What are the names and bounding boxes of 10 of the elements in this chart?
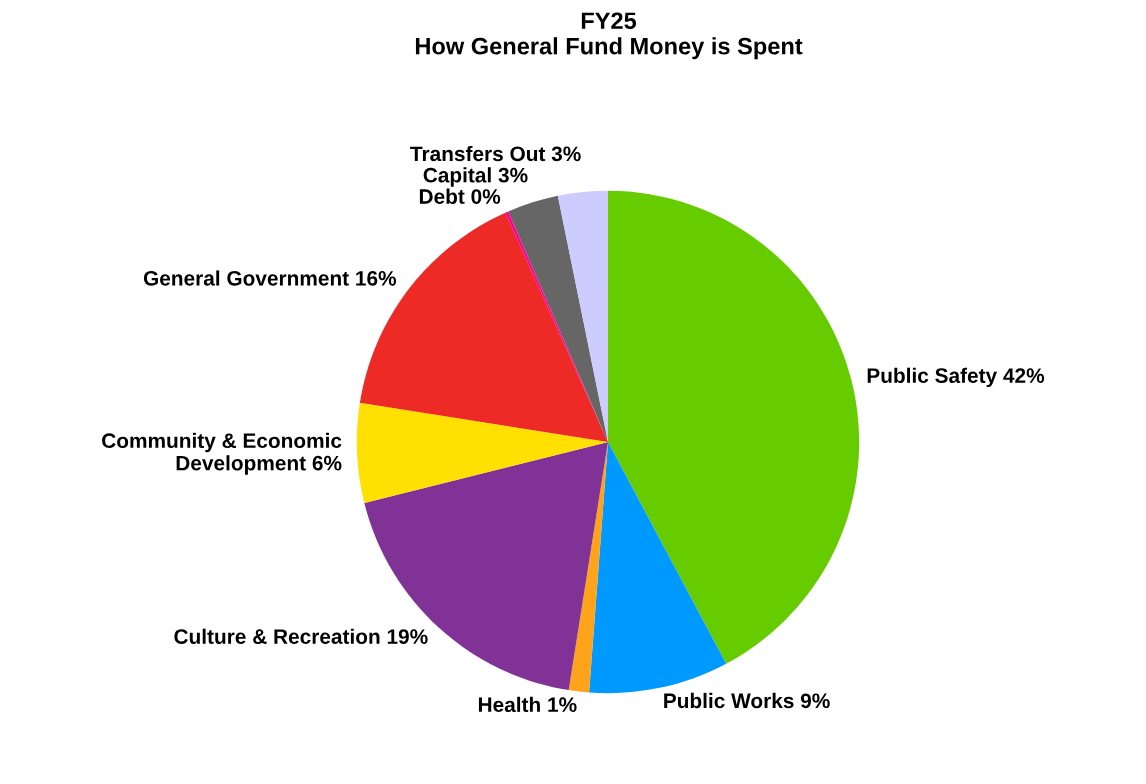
slice-label: Debt 0%	[419, 188, 501, 204]
slice-label: Public Safety 42%	[867, 367, 1045, 388]
chart-title: FY25 How General Fund Money is Spent	[415, 12, 803, 60]
slice-label: Health 1%	[478, 696, 577, 713]
slice-label: General Government 16%	[143, 270, 397, 286]
slice-label: Community & Economic Development 6%	[102, 432, 342, 475]
slice-label: Culture & Recreation 19%	[174, 628, 428, 644]
slice-label: Capital 3%	[423, 167, 528, 187]
slice-label: Public Works 9%	[664, 692, 830, 709]
slice-label: Transfers Out 3%	[410, 145, 581, 162]
